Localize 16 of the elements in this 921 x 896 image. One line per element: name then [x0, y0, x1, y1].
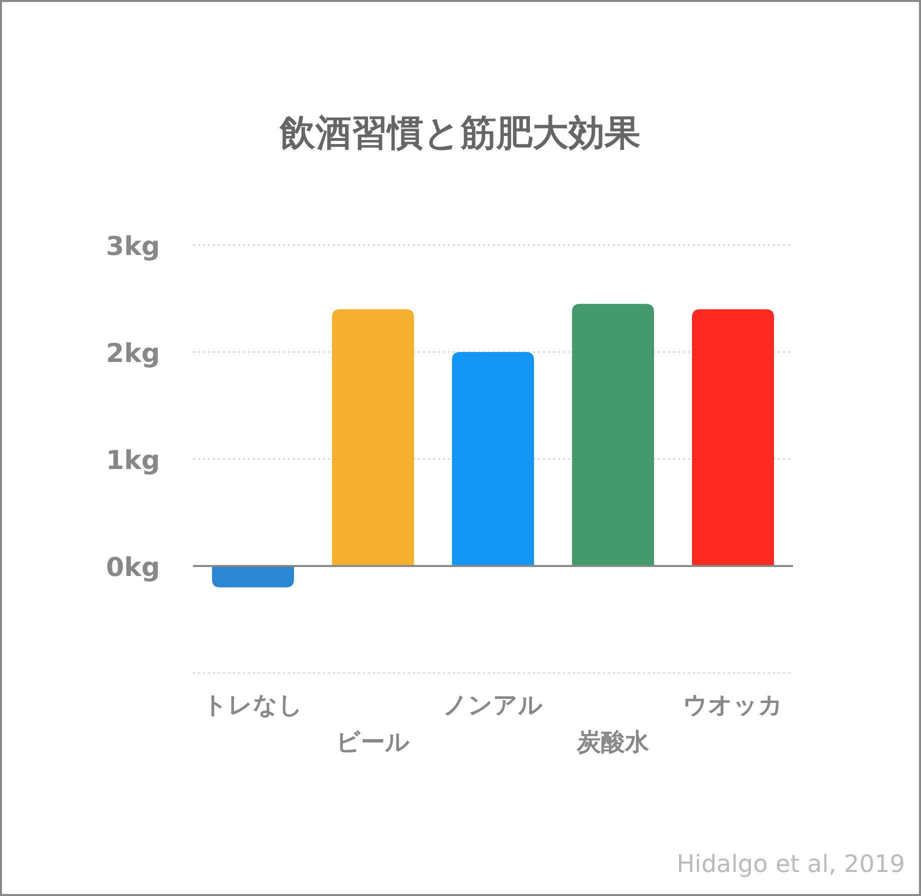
x-tick-label: ウオッカ — [683, 691, 783, 719]
y-tick-label: 0kg — [106, 553, 160, 583]
y-tick-label: 1kg — [106, 446, 160, 476]
x-tick-label: ノンアル — [443, 691, 543, 719]
x-tick-label: トレなし — [203, 691, 303, 719]
bar — [452, 352, 534, 566]
bar — [212, 566, 294, 588]
chart-title: 飲酒習慣と筋肥大効果 — [278, 113, 640, 154]
bar — [332, 309, 414, 566]
x-tick-label: 炭酸水 — [576, 728, 650, 756]
y-tick-label: 3kg — [106, 232, 160, 262]
bar — [692, 309, 774, 566]
x-tick-label: ビール — [336, 728, 410, 756]
text: Hidalgo et al, 2019 — [676, 850, 905, 878]
bar — [572, 304, 654, 566]
y-tick-label: 2kg — [106, 339, 160, 369]
